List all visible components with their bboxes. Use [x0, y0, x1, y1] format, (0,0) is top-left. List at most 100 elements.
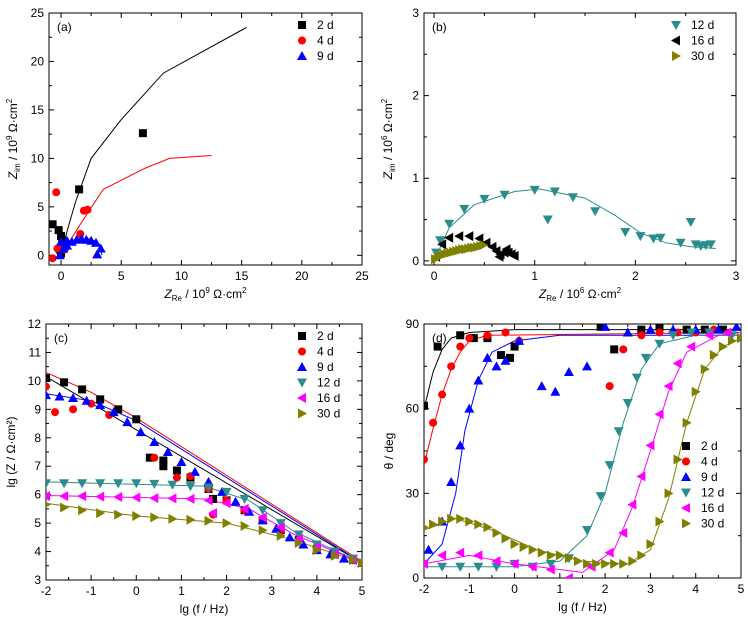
- data-point-series-4d: [424, 455, 428, 464]
- data-point-series-16d: [663, 381, 673, 392]
- x-axis-label: ZRe / 106 Ω·cm2: [538, 286, 622, 303]
- legend-label: 16 d: [701, 501, 724, 515]
- data-point-series-12d: [675, 238, 686, 248]
- x-axis-label-exponent: 6: [580, 286, 585, 295]
- legend-marker: [297, 378, 307, 388]
- x-tick-label: 2: [632, 269, 639, 283]
- data-point-series-16d: [545, 564, 555, 575]
- data-point-series-9d: [90, 237, 101, 247]
- legend-label: 9 d: [701, 470, 718, 484]
- fit-line: [46, 371, 362, 562]
- data-point-series-12d: [59, 479, 70, 489]
- y-tick-label: 20: [31, 54, 45, 68]
- x-tick-label: 1: [178, 584, 185, 598]
- panel-label: (d): [432, 331, 447, 345]
- data-point-series-9d: [95, 243, 106, 253]
- data-point-series-4d: [69, 405, 78, 414]
- x-tick-label: -2: [419, 582, 430, 596]
- y-tick-label: 12: [28, 317, 42, 331]
- data-point-series-4d: [619, 345, 628, 354]
- x-tick-label: 0: [431, 269, 438, 283]
- data-point-series-12d: [686, 328, 697, 338]
- panel-label: (c): [54, 331, 68, 345]
- legend-marker: [672, 51, 681, 61]
- fit-line: [424, 337, 741, 565]
- y-axis-label-exponent: 9: [5, 135, 14, 140]
- x-tick-label: 25: [355, 269, 369, 283]
- legend-label: 30 d: [691, 49, 714, 63]
- data-point-series-12d: [622, 399, 633, 409]
- data-point-series-16d: [275, 522, 285, 533]
- data-point-series-4d: [51, 408, 60, 417]
- data-point-series-2d: [637, 325, 646, 334]
- data-point-series-16d: [474, 233, 484, 244]
- data-point-series-2d: [718, 325, 727, 334]
- data-point-series-4d: [150, 453, 159, 462]
- x-axis-label-unit-exponent: 2: [242, 286, 247, 295]
- data-point-series-12d: [131, 479, 142, 489]
- data-point-series-16d: [239, 503, 249, 514]
- y-axis-label: Zim / 109 Ω·cm2: [5, 98, 22, 180]
- legend-label: 12 d: [701, 486, 724, 500]
- data-point-series-16d: [444, 232, 454, 243]
- data-point-series-30d: [537, 547, 547, 558]
- legend-marker: [298, 408, 307, 419]
- data-point-series-9d: [500, 355, 511, 365]
- data-point-series-30d: [78, 505, 88, 516]
- data-point-series-12d: [435, 236, 446, 246]
- x-tick-label: 3: [733, 269, 740, 283]
- data-point-series-30d: [592, 558, 602, 569]
- y-tick-label: 10: [31, 151, 45, 165]
- data-point-series-9d: [230, 496, 241, 506]
- x-axis-label: lg (f / Hz): [558, 600, 607, 614]
- fit-line: [60, 155, 212, 256]
- data-point-series-30d: [673, 454, 683, 465]
- data-point-series-12d: [582, 526, 593, 536]
- legend-marker: [298, 36, 306, 45]
- legend-marker: [682, 518, 691, 529]
- y-tick-label: 6: [34, 488, 41, 502]
- data-point-series-9d: [122, 417, 133, 427]
- plot-frame: [423, 12, 737, 266]
- data-point-series-2d: [510, 342, 519, 351]
- legend-marker: [681, 503, 690, 513]
- x-tick-label: 0: [133, 584, 140, 598]
- data-point-series-12d: [479, 194, 490, 204]
- data-point-series-16d: [645, 440, 655, 451]
- x-axis-label: ZRe / 109 Ω·cm2: [163, 286, 247, 303]
- legend-marker: [682, 442, 690, 450]
- data-point-series-30d: [330, 550, 340, 561]
- data-point-series-12d: [529, 185, 540, 195]
- data-point-series-9d: [731, 324, 741, 331]
- x-tick-label: -1: [464, 582, 475, 596]
- data-point-series-12d: [635, 232, 646, 242]
- data-point-series-16d: [487, 241, 497, 252]
- data-point-series-16d: [494, 251, 504, 262]
- x-axis-label-exponent: 9: [205, 286, 210, 295]
- data-point-series-16d: [149, 493, 159, 504]
- data-point-series-16d: [491, 556, 501, 567]
- data-point-series-9d: [149, 437, 160, 447]
- data-point-series-9d: [68, 392, 79, 402]
- data-point-series-2d: [456, 331, 465, 340]
- chart-panel-4: -2 -1 0 1 2 3 4 5 0 30 60 90 (d) lg (f / Hz) θ / deg 2 …: [382, 317, 745, 614]
- x-tick-label: 4: [314, 584, 321, 598]
- data-point-series-2d: [506, 353, 515, 362]
- x-axis-label: lg (f / Hz): [180, 602, 229, 616]
- data-point-series-2d: [96, 395, 105, 404]
- data-point-series-12d: [655, 233, 666, 243]
- data-point-series-12d: [239, 494, 250, 504]
- data-point-series-16d: [464, 231, 474, 242]
- y-tick-label: 3: [412, 6, 419, 20]
- y-axis-label-unit-exponent: 2: [5, 98, 14, 103]
- data-point-series-4d: [483, 331, 492, 340]
- y-axis-label-symbol: Z: [6, 171, 20, 180]
- legend-marker: [298, 347, 306, 356]
- data-point-series-16d: [424, 558, 428, 569]
- data-point-series-9d: [563, 366, 574, 376]
- data-point-series-9d: [645, 324, 656, 334]
- data-point-series-30d: [691, 386, 701, 397]
- data-point-series-12d: [654, 339, 665, 349]
